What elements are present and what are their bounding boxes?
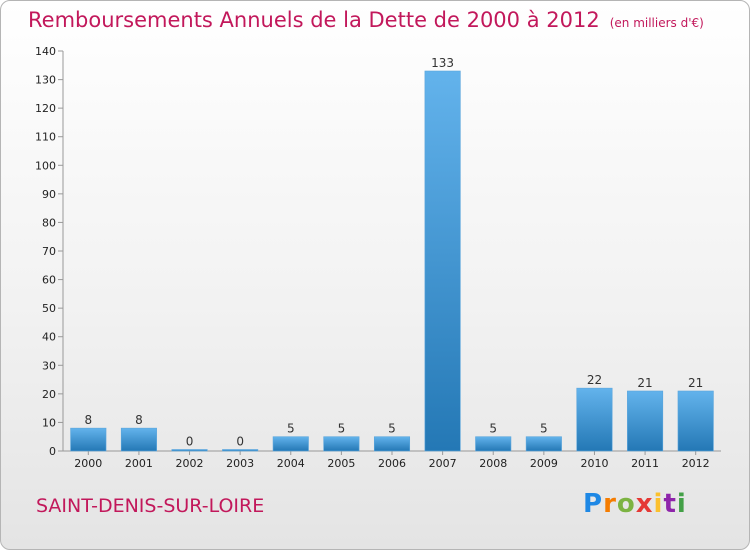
x-tick-label: 2011 [631,457,659,470]
bar [171,449,208,452]
logo-letter: i [653,489,664,519]
y-tick-label: 90 [42,188,56,201]
bar [424,70,461,452]
logo-letter: r [603,489,617,519]
x-tick-label: 2002 [176,457,204,470]
data-label: 21 [688,376,703,390]
y-tick-label: 0 [49,445,56,458]
logo-letter: P [583,489,604,519]
y-tick-label: 120 [35,102,56,115]
bar [525,436,562,452]
bar [120,427,157,452]
x-tick-label: 2006 [378,457,406,470]
bars [70,70,714,452]
x-tick-label: 2004 [277,457,305,470]
y-tick-label: 130 [35,74,56,87]
y-tick-label: 80 [42,216,56,229]
y-tick-label: 140 [35,45,56,58]
bar [222,449,259,452]
y-tick-label: 110 [35,131,56,144]
data-label: 5 [540,422,548,436]
x-tick-label: 2005 [327,457,355,470]
bar [323,436,360,452]
x-tick-label: 2007 [429,457,457,470]
data-label: 0 [186,435,194,449]
y-tick-label: 20 [42,388,56,401]
data-label: 8 [135,413,143,427]
bar [677,390,714,452]
data-label: 5 [388,422,396,436]
x-tick-label: 2012 [682,457,710,470]
bar [627,390,664,452]
bar [70,427,107,452]
x-tick-label: 2000 [74,457,102,470]
bar [272,436,309,452]
commune-name: SAINT-DENIS-SUR-LOIRE [36,495,265,517]
data-label: 5 [338,422,346,436]
y-tick-label: 30 [42,359,56,372]
data-label: 21 [637,376,652,390]
y-tick-label: 40 [42,331,56,344]
data-label: 22 [587,373,602,387]
y-tick-label: 100 [35,159,56,172]
data-label: 8 [84,413,92,427]
x-tick-label: 2003 [226,457,254,470]
x-tick-label: 2010 [580,457,608,470]
logo-letter: t [663,489,677,519]
y-tick-label: 50 [42,302,56,315]
y-tick-label: 60 [42,274,56,287]
chart-title: Remboursements Annuels de la Dette de 20… [28,8,704,32]
logo-letter: x [635,489,654,519]
y-tick-label: 70 [42,245,56,258]
x-tick-label: 2009 [530,457,558,470]
chart-unit: (en milliers d'€) [609,16,704,30]
data-label: 5 [287,422,295,436]
x-tick-label: 2001 [125,457,153,470]
x-tick-label: 2008 [479,457,507,470]
labels: 8 8 0 0 5 5 5 133 5 5 22 21 21 [84,56,703,449]
y-tick-label: 10 [42,416,56,429]
logo-letter: i [676,489,687,519]
data-label: 0 [236,435,244,449]
logo-letter: o [616,489,636,519]
bar [475,436,512,452]
data-label: 5 [489,422,497,436]
data-label: 133 [431,56,454,70]
bar [373,436,411,452]
chart-title-text: Remboursements Annuels de la Dette de 20… [28,8,600,32]
bar [576,387,613,452]
proxiti-logo: Proxiti [583,489,687,519]
